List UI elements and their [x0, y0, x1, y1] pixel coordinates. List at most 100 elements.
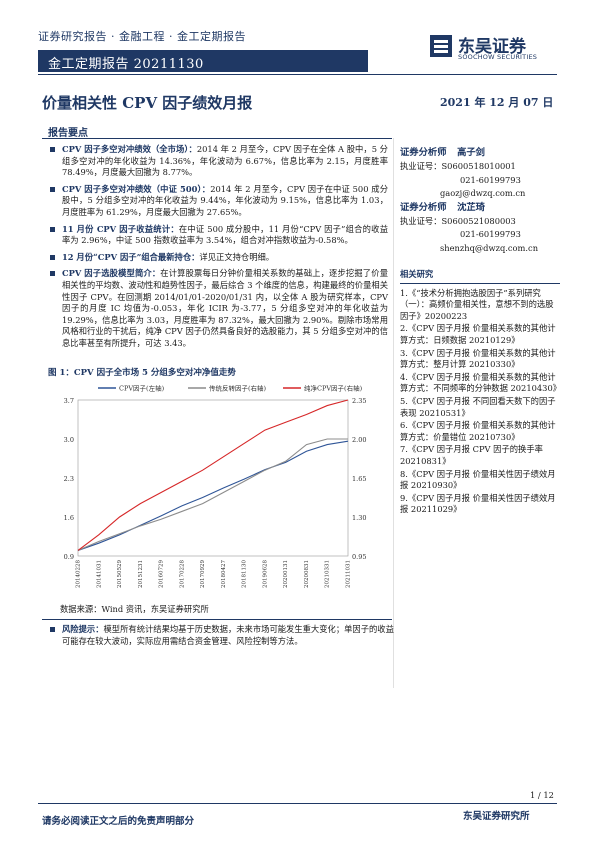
analyst-card: 证券分析师 高子剑 执业证号：S0600518010001 021-601997… [400, 146, 560, 200]
figure-title: 图 1：CPV 因子全市场 5 分组多空对冲净值走势 [48, 368, 236, 378]
related-item[interactable]: 9.《CPV 因子月报 价量相关性因子绩效月报 20211029》 [400, 492, 556, 515]
legend-label: 纯净CPV因子(右轴) [304, 384, 363, 393]
analyst-email[interactable]: shenzhq@dwzq.com.cn [440, 242, 539, 253]
bullet-item: 12 月份“CPV 因子”组合最新持仓：详见正文持仓明细。 [48, 252, 388, 264]
bullet-item: CPV 因子多空对冲绩效（中证 500）：2014 年 2 月至今，CPV 因子… [48, 184, 388, 219]
x-tick-label: 20141031 [96, 560, 102, 588]
bullet-label: CPV 因子多空对冲绩效（中证 500）： [62, 183, 211, 194]
logo-cn: 东吴证券 [458, 37, 526, 57]
analyst-name: 高子剑 [457, 147, 485, 158]
analyst-cert: 执业证号：S0600521080003 [400, 215, 560, 227]
analyst-role: 证券分析师 [400, 201, 447, 213]
bullet-label: 11 月份 CPV 因子收益统计： [62, 223, 179, 234]
footer-divider [38, 803, 557, 804]
x-tick-label: 20170228 [179, 560, 185, 588]
bullet-text: 2014 年 2 月至今，CPV 因子在全体 A 股中，5 分组多空对冲的年化收… [62, 144, 388, 178]
cert-label: 执业证号： [400, 216, 442, 227]
risk-warning: 风险提示：模型所有统计结果均基于历史数据，未来市场可能发生重大变化；单因子的收益… [48, 624, 402, 647]
cert-label: 执业证号： [400, 161, 442, 172]
analyst-heading: 证券分析师 高子剑 [400, 146, 560, 159]
related-item[interactable]: 2.《CPV 因子月报 价量相关系数的其他计算方式：日频数据 20210129》 [400, 323, 556, 346]
x-tick-label: 20151231 [138, 560, 144, 588]
page-title: 价量相关性 CPV 因子绩效月报 [42, 94, 253, 112]
analyst-role: 证券分析师 [400, 147, 447, 158]
institute-name: 东吴证券研究所 [463, 811, 530, 822]
report-date: 2021 年 12 月 07 日 [440, 96, 554, 109]
header-divider [38, 74, 557, 75]
x-tick-label: 20180427 [221, 560, 227, 588]
cert-number: S0600518010001 [441, 161, 516, 172]
x-tick-label: 20170929 [200, 560, 206, 588]
x-tick-label: 20190628 [262, 560, 268, 588]
plot-frame [77, 399, 349, 557]
related-item[interactable]: 1.《“技术分析拥抱选股因子”系列研究（一）：高频价量相关性，意想不到的选股因子… [400, 287, 554, 321]
related-item[interactable]: 6.《CPV 因子月报 价量相关系数的其他计算方式：价量错位 20210730》 [400, 420, 556, 442]
bullet-square-icon [50, 226, 55, 232]
report-series-bar: 金工定期报告 20211130 [38, 50, 368, 72]
sidebar: 证券分析师 高子剑 执业证号：S0600518010001 021-601997… [400, 146, 562, 517]
series-line-2 [77, 399, 349, 551]
related-item[interactable]: 8.《CPV 因子月报 价量相关性因子绩效月报 20210930》 [400, 468, 556, 491]
x-tick-label: 20200831 [304, 560, 310, 588]
bullet-text: 在计算股票每日分钟价量相关系数的基础上，逐步挖掘了价量相关性的平均数、波动性和趋… [62, 268, 388, 348]
x-tick-label: 20210331 [325, 560, 331, 588]
disclaimer-note: 请务必阅读正文之后的免责声明部分 [42, 816, 195, 827]
x-tick-label: 20150529 [117, 560, 123, 588]
y-tick-left: 0.9 [64, 553, 74, 561]
x-tick-label: 20140228 [76, 560, 82, 588]
analyst-phone: 021-60199793 [460, 229, 521, 240]
related-item[interactable]: 7.《CPV 因子月报 CPV 因子的换手率 20210831》 [400, 444, 543, 466]
breadcrumb: 证券研究报告 · 金融工程 · 金工定期报告 [38, 30, 246, 43]
bullet-square-icon [50, 271, 55, 277]
y-tick-right: 1.30 [352, 514, 366, 522]
bullet-text: 详见正文持仓明细。 [199, 251, 275, 262]
bullet-square-icon [50, 254, 55, 260]
report-series: 金工定期报告 20211130 [48, 57, 204, 72]
logo-en: SOOCHOW SECURITIES [458, 53, 538, 61]
related-research-heading: 相关研究 [400, 268, 560, 284]
x-tick-label: 20181130 [242, 560, 248, 588]
analyst-card: 证券分析师 沈芷琦 执业证号：S0600521080003 021-601997… [400, 201, 560, 255]
y-tick-left: 2.3 [64, 475, 74, 483]
bullet-label: 12 月份“CPV 因子”组合最新持仓： [62, 251, 200, 262]
bullet-label: CPV 因子选股模型简介： [62, 268, 161, 279]
related-item[interactable]: 4.《CPV 因子月报 价量相关系数的其他计算方式：不同频率的分钟数据 2021… [400, 371, 562, 394]
section-heading: 报告要点 [48, 128, 88, 139]
x-tick-label: 20200131 [283, 560, 289, 588]
analyst-heading: 证券分析师 沈芷琦 [400, 201, 560, 214]
page-number: 1 / 12 [530, 790, 554, 800]
risk-label: 风险提示： [62, 624, 104, 634]
related-research-list: 1.《“技术分析拥抱选股因子”系列研究（一）：高频价量相关性，意想不到的选股因子… [400, 287, 562, 516]
y-tick-right: 2.00 [352, 436, 366, 444]
bullet-label: CPV 因子多空对冲绩效（全市场）： [62, 144, 197, 154]
bullet-text: 在中证 500 成分股中，11 月份“CPV 因子”组合的收益率为 2.96%，… [62, 223, 388, 246]
bullet-text: 2014 年 2 月至今，CPV 因子在中证 500 成分股中，5 分组多空对冲… [62, 183, 388, 217]
y-tick-left: 1.6 [64, 514, 74, 522]
x-tick-label: 20160729 [159, 560, 165, 588]
column-divider [393, 138, 394, 688]
logo-mark-icon [430, 35, 452, 57]
y-tick-right: 1.65 [352, 475, 366, 483]
series-line-1 [77, 438, 348, 551]
series-line-0 [77, 440, 349, 551]
related-item[interactable]: 5.《CPV 因子月报 不同回看天数下的因子表现 20210531》 [400, 396, 556, 418]
analyst-email[interactable]: gaozj@dwzq.com.cn [440, 188, 526, 199]
bullet-square-icon [50, 147, 55, 152]
related-item[interactable]: 3.《CPV 因子月报 价量相关系数的其他计算方式：整月计算 20210330》 [400, 347, 556, 370]
analyst-cert: 执业证号：S0600518010001 [400, 160, 560, 172]
bullet-square-icon [50, 186, 55, 192]
cert-number: S0600521080003 [441, 216, 516, 227]
analyst-phone: 021-60199793 [460, 174, 521, 185]
bullet-item: 11 月份 CPV 因子收益统计：在中证 500 成分股中，11 月份“CPV … [48, 224, 388, 247]
y-tick-left: 3.7 [64, 397, 74, 405]
legend-label: CPV因子(左轴) [119, 384, 165, 393]
bullet-square-icon [50, 627, 55, 632]
data-source: 数据来源：Wind 资讯，东吴证券研究所 [60, 604, 209, 614]
company-logo: 东吴证券 SOOCHOW SECURITIES [430, 32, 560, 64]
analyst-name: 沈芷琦 [457, 201, 485, 213]
y-tick-right: 2.35 [352, 397, 366, 405]
bullet-item: CPV 因子选股模型简介：在计算股票每日分钟价量相关系数的基础上，逐步挖掘了价量… [48, 268, 388, 349]
risk-divider [42, 619, 392, 620]
summary-bullets: CPV 因子多空对冲绩效（全市场）：2014 年 2 月至今，CPV 因子在全体… [48, 144, 388, 355]
risk-text: 模型所有统计结果均基于历史数据，未来市场可能发生重大变化；单因子的收益可能存在较… [62, 624, 394, 646]
